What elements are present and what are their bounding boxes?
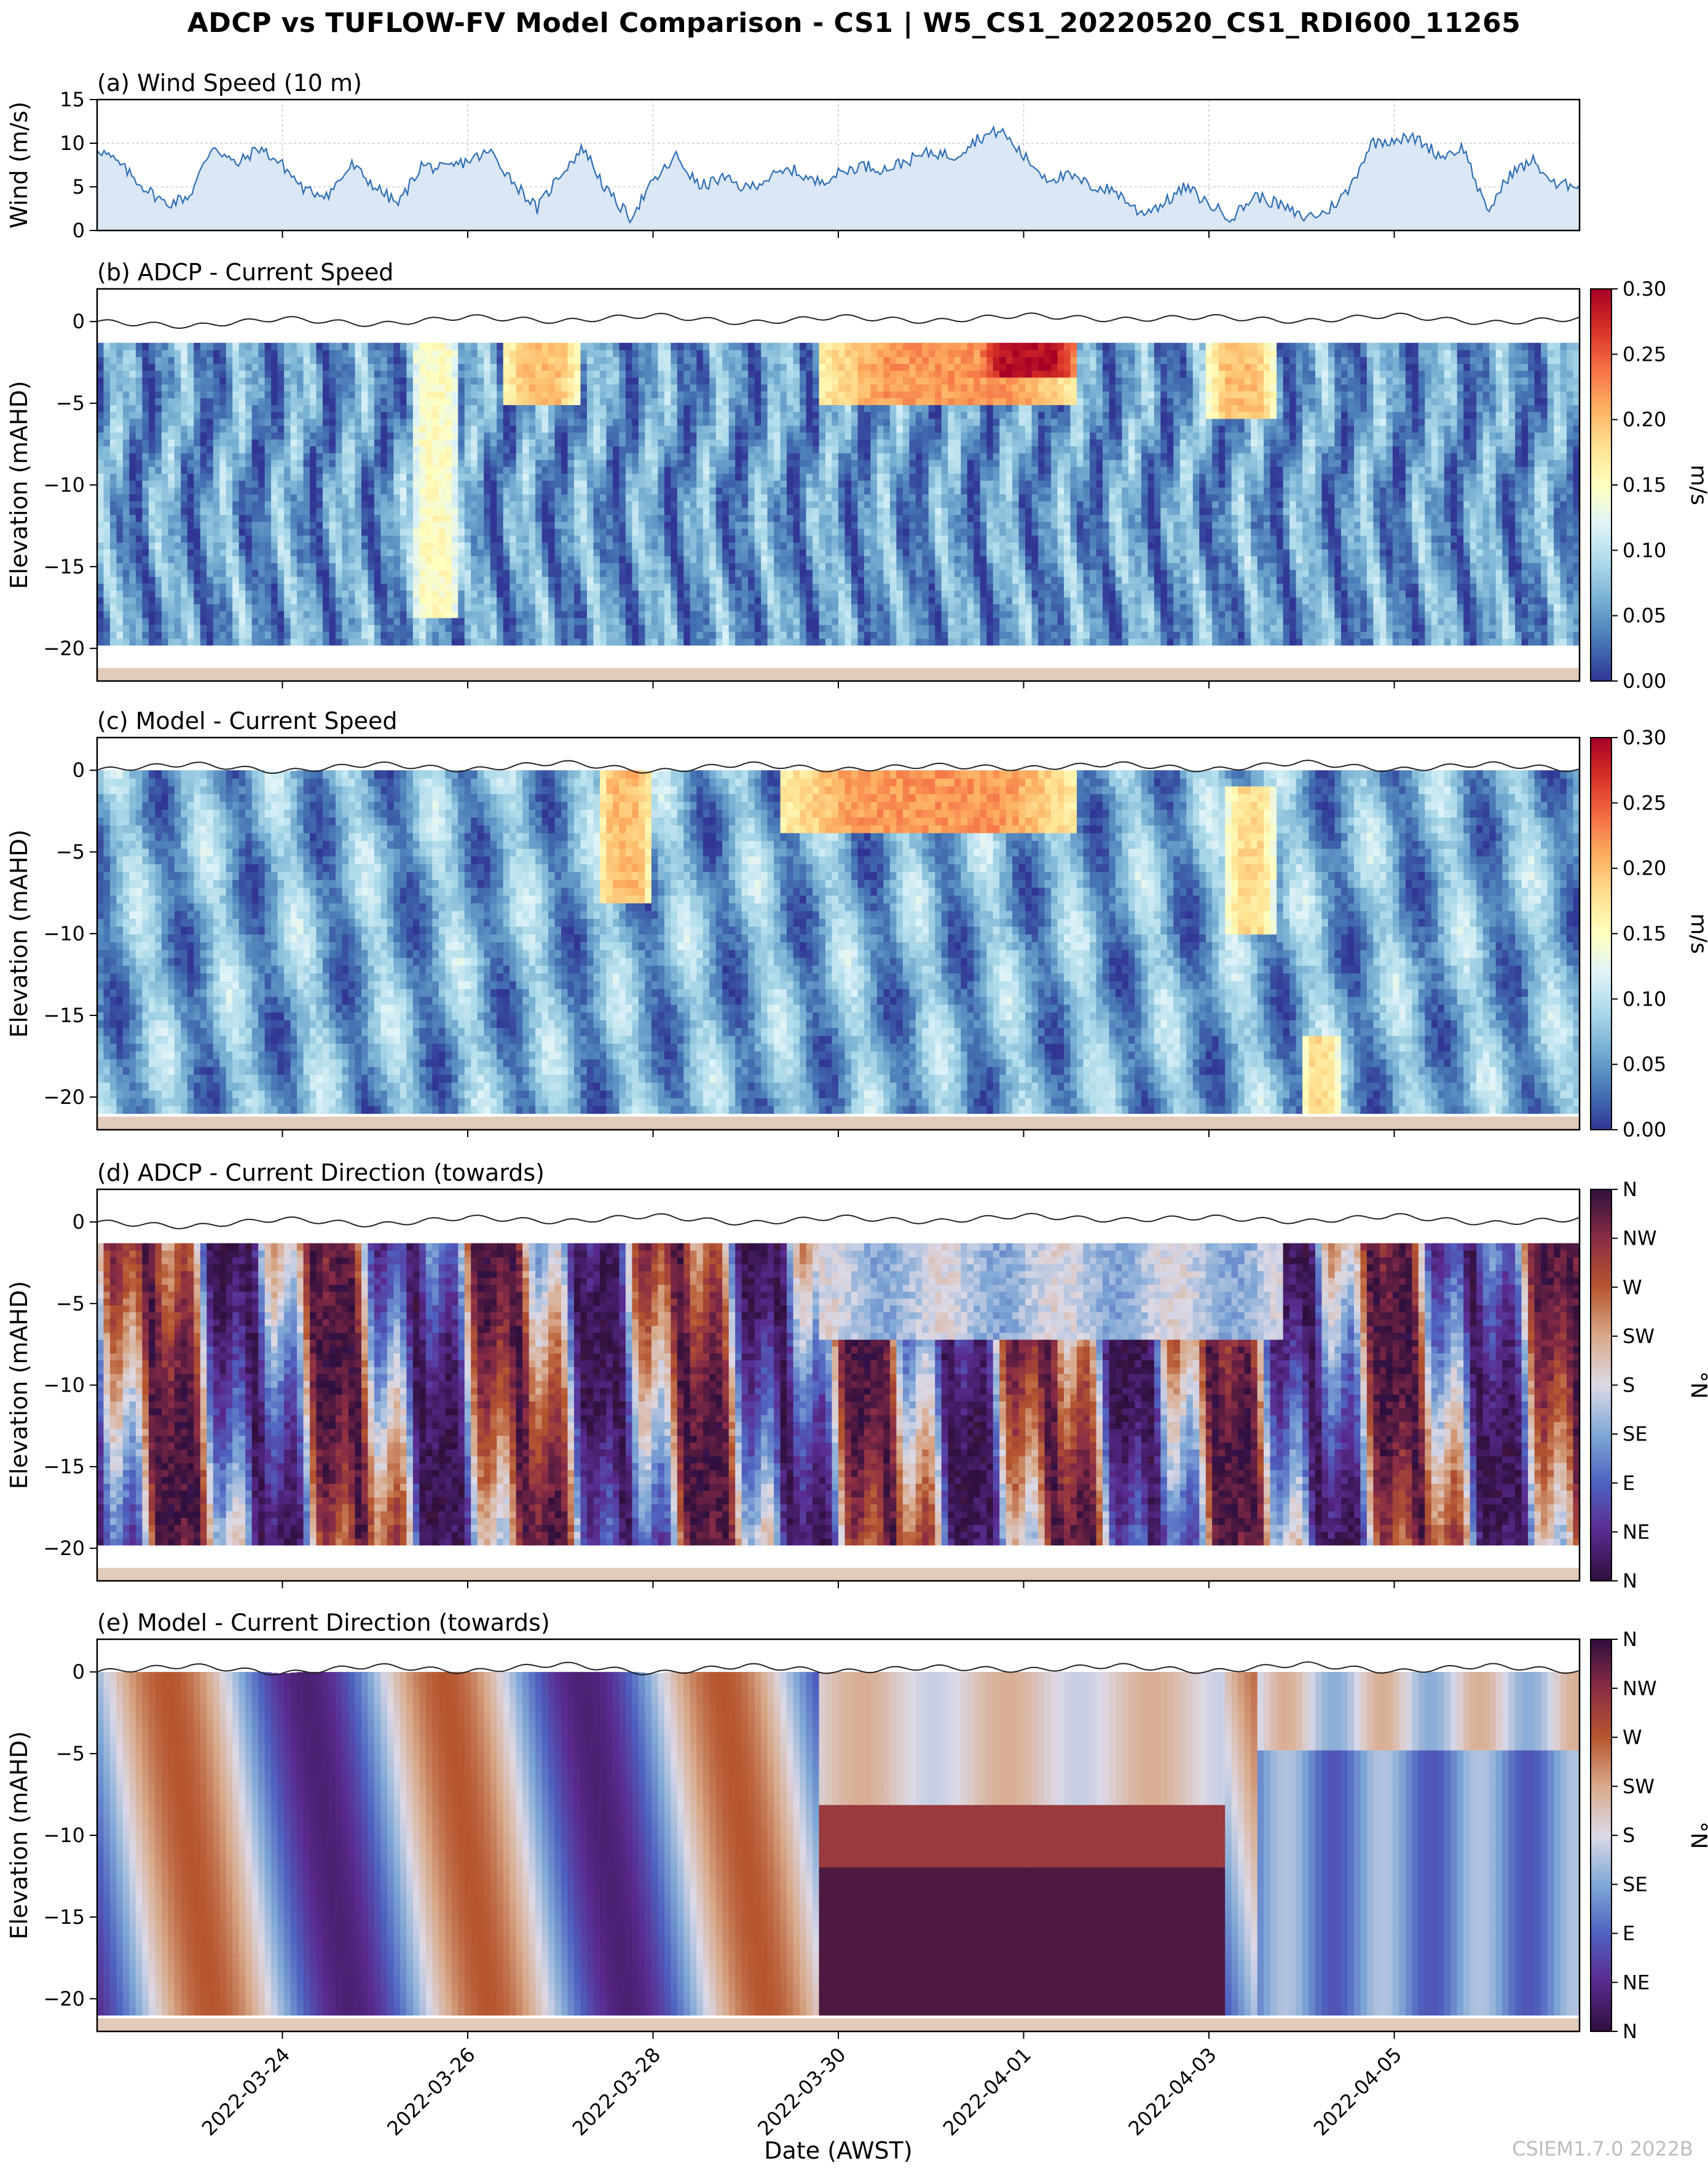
heatmap-cells <box>97 342 1580 646</box>
colorbar-tick-label: SE <box>1623 1873 1648 1896</box>
y-tick-label: −20 <box>43 1537 85 1560</box>
x-tick-label: 2022-03-28 <box>568 2043 665 2140</box>
y-tick-label: −20 <box>43 1085 85 1109</box>
colorbar-tick-label: N <box>1623 2020 1637 2043</box>
colorbar-tick-label: NW <box>1623 1677 1657 1700</box>
colorbar <box>1590 737 1612 1130</box>
y-tick-label: −15 <box>43 1004 85 1027</box>
y-tick-label: −5 <box>56 392 85 415</box>
colorbar-tick-label: SW <box>1623 1325 1655 1348</box>
water-surface-line <box>96 1661 1580 1676</box>
colorbar-tick-label: 0.15 <box>1623 473 1666 497</box>
y-tick-label: −15 <box>43 1905 85 1929</box>
x-tick-label: 2022-03-26 <box>382 2043 479 2140</box>
heatmap-cells <box>97 770 1580 1114</box>
x-tick-label: 2022-04-01 <box>939 2043 1036 2140</box>
water-surface-line <box>96 1213 1580 1229</box>
colorbar-tick-label: NE <box>1623 1971 1650 1994</box>
colorbar-tick-label: N <box>1623 1628 1637 1651</box>
colorbar-tick-label: NE <box>1623 1520 1650 1543</box>
colorbar-tick-label: 0.30 <box>1623 726 1666 749</box>
colorbar-label: m/s <box>1686 913 1708 954</box>
y-tick-label: 0 <box>73 1210 85 1234</box>
y-tick-label: 0 <box>73 758 85 782</box>
y-tick-label: −20 <box>43 1987 85 2011</box>
colorbar <box>1590 288 1612 682</box>
water-surface-line <box>96 312 1580 329</box>
colorbar-tick-label: 0.15 <box>1623 922 1666 945</box>
colorbar-tick-label: 0.05 <box>1623 604 1666 628</box>
x-axis-label: Date (AWST) <box>764 2137 912 2164</box>
y-tick-label: 10 <box>60 132 85 155</box>
colorbar-tick-label: W <box>1623 1726 1642 1749</box>
x-tick-label: 2022-03-24 <box>197 2043 294 2140</box>
colorbar-tick-label: N <box>1623 1178 1637 1201</box>
elevation-ylabel-2: Elevation (mAHD) <box>6 829 33 1038</box>
seabed-band <box>97 1567 1580 1581</box>
y-tick-label: 0 <box>73 1660 85 1684</box>
colorbar-label: m/s <box>1686 465 1708 505</box>
wind-area <box>97 127 1580 230</box>
heatmap-cells <box>97 1243 1580 1546</box>
colorbar <box>1590 1189 1612 1581</box>
colorbar-tick-label: S <box>1623 1824 1635 1847</box>
colorbar-tick-label: E <box>1623 1471 1635 1495</box>
colorbar-tick-label: S <box>1623 1374 1635 1397</box>
elevation-ylabel-3: Elevation (mAHD) <box>6 1281 33 1489</box>
colorbar-tick-label: 0.20 <box>1623 857 1666 880</box>
panel-title-1: (b) ADCP - Current Speed <box>97 259 393 286</box>
elevation-ylabel-4: Elevation (mAHD) <box>6 1731 33 1939</box>
colorbar-tick-label: W <box>1623 1275 1642 1299</box>
y-tick-label: −5 <box>56 1292 85 1315</box>
wind-panel-title: (a) Wind Speed (10 m) <box>97 69 362 96</box>
wind-ylabel: Wind (m/s) <box>6 101 33 229</box>
version-watermark: CSIEM1.7.0 2022B <box>1512 2137 1693 2160</box>
elevation-ylabel-1: Elevation (mAHD) <box>6 380 33 589</box>
y-tick-label: 5 <box>73 175 85 199</box>
x-tick-label: 2022-04-03 <box>1124 2043 1221 2140</box>
y-tick-label: 15 <box>60 88 85 111</box>
x-tick-label: 2022-04-05 <box>1309 2043 1406 2140</box>
colorbar <box>1590 1639 1612 2032</box>
colorbar-tick-label: SW <box>1623 1774 1655 1798</box>
y-tick-label: −10 <box>43 1824 85 1847</box>
colorbar-label: °N <box>1686 1822 1708 1849</box>
y-tick-label: −10 <box>43 473 85 497</box>
heatmap-cells <box>97 1672 1580 2016</box>
colorbar-tick-label: 0.25 <box>1623 342 1666 366</box>
colorbar-tick-label: 0.10 <box>1623 538 1666 562</box>
colorbar-tick-label: 0.10 <box>1623 987 1666 1010</box>
colorbar-tick-label: 0.00 <box>1623 1118 1666 1141</box>
colorbar-tick-label: 0.25 <box>1623 791 1666 814</box>
colorbar-tick-label: 0.20 <box>1623 408 1666 431</box>
y-tick-label: −20 <box>43 637 85 660</box>
seabed-band <box>97 668 1580 681</box>
y-tick-label: −15 <box>43 555 85 578</box>
colorbar-tick-label: E <box>1623 1922 1635 1945</box>
colorbar-label: °N <box>1686 1371 1708 1399</box>
seabed-band <box>97 1116 1580 1130</box>
colorbar-tick-label: 0.00 <box>1623 669 1666 693</box>
seabed-band <box>97 2018 1580 2031</box>
y-tick-label: −15 <box>43 1455 85 1478</box>
x-tick-label: 2022-03-30 <box>753 2043 850 2140</box>
colorbar-tick-label: N <box>1623 1569 1637 1593</box>
water-surface-line <box>96 759 1580 774</box>
panel-title-3: (d) ADCP - Current Direction (towards) <box>97 1159 545 1186</box>
panel-title-4: (e) Model - Current Direction (towards) <box>97 1609 550 1636</box>
y-tick-label: 0 <box>73 219 85 242</box>
colorbar-tick-label: 0.30 <box>1623 277 1666 301</box>
y-tick-label: −5 <box>56 1742 85 1765</box>
colorbar-tick-label: NW <box>1623 1227 1657 1250</box>
colorbar-tick-label: 0.05 <box>1623 1053 1666 1076</box>
y-tick-label: −5 <box>56 840 85 864</box>
panel-title-2: (c) Model - Current Speed <box>97 707 398 735</box>
wind-line <box>96 125 1580 224</box>
colorbar-tick-label: SE <box>1623 1422 1648 1446</box>
y-tick-label: −10 <box>43 922 85 945</box>
y-tick-label: 0 <box>73 310 85 333</box>
y-tick-label: −10 <box>43 1374 85 1397</box>
figure-title: ADCP vs TUFLOW-FV Model Comparison - CS1… <box>0 7 1708 39</box>
